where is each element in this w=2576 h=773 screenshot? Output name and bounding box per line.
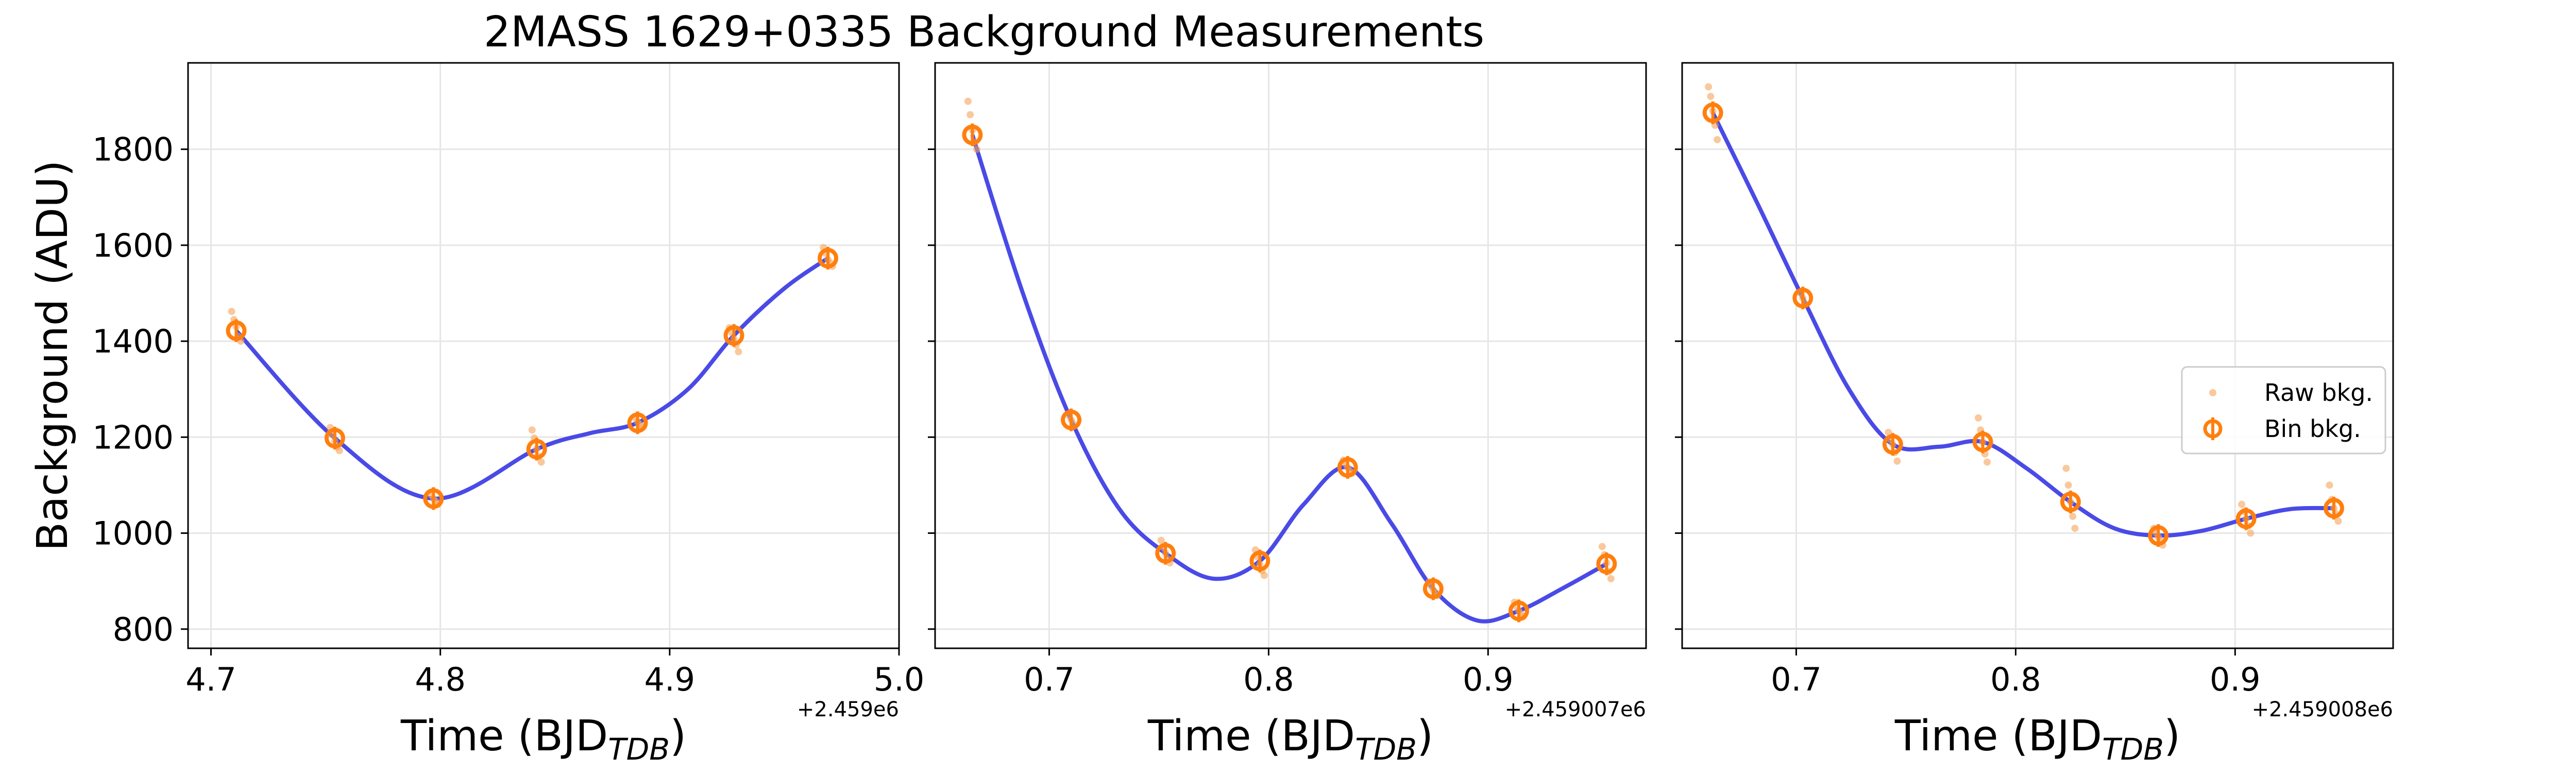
x-axis-label: Time (BJDTDB) xyxy=(400,712,686,767)
legend-bin-marker xyxy=(2203,419,2223,439)
bin-point xyxy=(962,124,983,145)
y-tick-label: 1600 xyxy=(92,227,174,264)
bin-point xyxy=(1596,553,1617,575)
legend-raw-marker xyxy=(2209,389,2216,396)
raw-point xyxy=(2326,481,2333,489)
raw-point xyxy=(1157,536,1165,544)
subplots: 4.7 4.8 4.9 5.0 800 1000 1200 1400 1600 1800 +2.45… xyxy=(28,62,2394,767)
bin-point xyxy=(1249,550,1270,572)
bin-point xyxy=(1882,434,1903,455)
raw-point xyxy=(1598,543,1606,550)
bin-point xyxy=(324,428,345,449)
fit-curve xyxy=(234,256,829,501)
y-axis-label: Background (ADU) xyxy=(28,160,77,551)
bin-point xyxy=(2060,492,2081,512)
subplot-1: 4.7 4.8 4.9 5.0 800 1000 1200 1400 1600 1800 +2.45… xyxy=(28,62,925,767)
bin-point xyxy=(2324,498,2344,519)
axes-frame xyxy=(1681,62,2394,649)
raw-point xyxy=(2238,500,2246,508)
raw-point xyxy=(228,308,235,315)
bin-point xyxy=(2235,508,2257,529)
raw-point xyxy=(1893,457,1901,465)
raw-point xyxy=(967,111,974,119)
x-tick-label: 5.0 xyxy=(874,661,925,698)
raw-point xyxy=(537,458,545,466)
x-tick-label: 0.8 xyxy=(1990,661,2041,698)
raw-point xyxy=(1607,575,1615,582)
raw-point xyxy=(2334,517,2342,525)
x-offset-label: +2.459007e6 xyxy=(1505,698,1646,721)
raw-point xyxy=(1705,83,1713,91)
bin-point xyxy=(818,247,838,268)
raw-point xyxy=(1984,458,1991,466)
raw-point xyxy=(735,348,742,356)
x-tick-label: 0.7 xyxy=(1024,661,1075,698)
x-tick-label: 0.7 xyxy=(1771,661,1822,698)
bin-point xyxy=(1061,409,1082,430)
legend-box xyxy=(2181,366,2386,455)
x-tick-label: 4.8 xyxy=(415,661,466,698)
raw-point xyxy=(964,97,972,105)
x-offset-label: +2.459008e6 xyxy=(2252,698,2393,721)
raw-point xyxy=(1707,93,1715,100)
fit-curve xyxy=(970,134,1608,624)
bin-point xyxy=(1702,102,1723,123)
bin-point xyxy=(1337,457,1358,478)
x-tick-label: 0.9 xyxy=(1463,661,1514,698)
bin-point xyxy=(1508,600,1529,621)
x-axis-label: Time (BJDTDB) xyxy=(1147,712,1433,767)
bin-point xyxy=(723,325,744,346)
bin-point xyxy=(2148,525,2169,546)
plot-area xyxy=(962,97,1617,624)
raw-point xyxy=(1975,414,1982,422)
raw-point xyxy=(2069,512,2077,520)
axes-frame xyxy=(187,62,900,649)
bin-point xyxy=(423,488,444,509)
y-tick-label: 1000 xyxy=(92,515,174,552)
raw-point xyxy=(528,426,536,434)
y-tick-label: 1400 xyxy=(92,323,174,360)
x-tick-label: 4.9 xyxy=(645,661,696,698)
axes-frame xyxy=(934,62,1647,649)
y-tick-label: 1800 xyxy=(92,131,174,169)
chart-title: 2MASS 1629+0335 Background Measurements xyxy=(484,8,1484,57)
x-axis-label: Time (BJDTDB) xyxy=(1894,712,2180,767)
bin-point xyxy=(526,439,547,460)
bin-point xyxy=(1792,288,1814,309)
raw-point xyxy=(2247,529,2255,537)
legend-raw-label: Raw bkg. xyxy=(2264,379,2373,407)
x-offset-label: +2.459e6 xyxy=(797,698,899,721)
y-tick-label: 800 xyxy=(113,611,174,648)
bin-point xyxy=(1972,431,1993,452)
raw-point xyxy=(1885,428,1892,436)
bin-point xyxy=(1422,578,1444,599)
raw-point xyxy=(2062,464,2070,472)
raw-point xyxy=(1714,136,1721,143)
plot-area xyxy=(226,244,838,510)
raw-point xyxy=(335,447,343,455)
bin-point xyxy=(226,320,247,341)
subplot-3: 0.7 0.8 0.9+2.459008e6 Time (BJDTDB) xyxy=(1675,62,2394,767)
plot-area xyxy=(1702,83,2344,549)
subplot-2: 0.7 0.8 0.9+2.459007e6 Time (BJDTDB) xyxy=(928,62,1647,767)
bin-point xyxy=(627,412,648,433)
legend: Raw bkg. Bin bkg. xyxy=(2181,366,2386,455)
x-tick-label: 4.7 xyxy=(185,661,236,698)
bin-point xyxy=(1155,543,1176,564)
raw-point xyxy=(973,145,980,153)
legend-bin-label: Bin bkg. xyxy=(2264,415,2361,443)
x-tick-label: 0.9 xyxy=(2210,661,2261,698)
fit-curve xyxy=(1711,112,2334,538)
x-tick-label: 0.8 xyxy=(1243,661,1294,698)
y-tick-label: 1200 xyxy=(92,418,174,456)
raw-point xyxy=(1260,572,1268,579)
raw-point xyxy=(2071,525,2079,532)
raw-point xyxy=(2064,481,2072,489)
